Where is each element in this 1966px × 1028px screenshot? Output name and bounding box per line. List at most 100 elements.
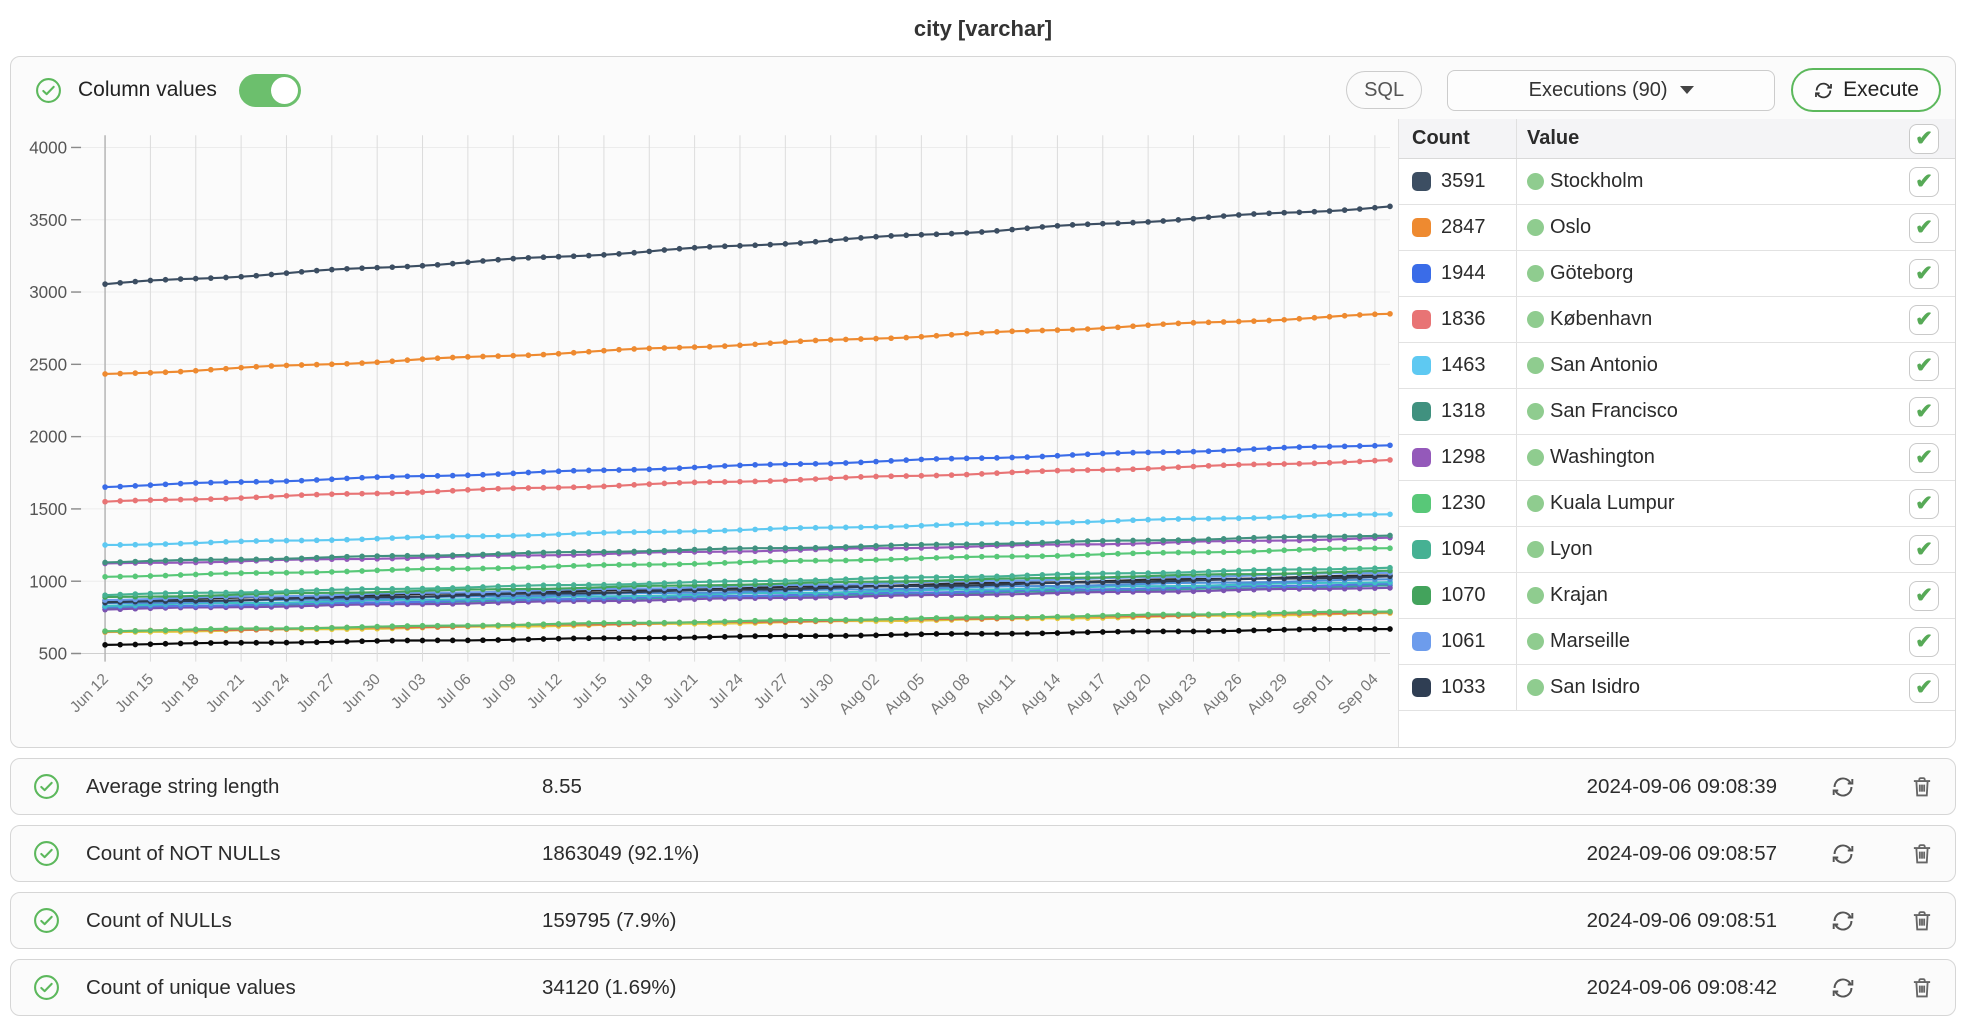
svg-text:4000: 4000: [29, 137, 67, 157]
refresh-button[interactable]: [1829, 974, 1856, 1001]
series-color-swatch: [1412, 448, 1431, 467]
legend-count: 1070: [1441, 584, 1486, 606]
column-values-toggle[interactable]: [238, 73, 301, 107]
svg-text:Jul 03: Jul 03: [388, 671, 429, 713]
legend-row-checkbox[interactable]: ✔: [1909, 672, 1939, 703]
legend-row-checkbox[interactable]: ✔: [1909, 580, 1939, 611]
svg-text:Sep 04: Sep 04: [1335, 670, 1382, 718]
svg-text:1000: 1000: [29, 571, 67, 591]
legend-row: 1070 Krajan ✔: [1399, 573, 1955, 619]
legend-row: 1230 Kuala Lumpur ✔: [1399, 481, 1955, 527]
legend-row-checkbox[interactable]: ✔: [1909, 626, 1939, 657]
legend-row-checkbox[interactable]: ✔: [1909, 304, 1939, 335]
value-status-dot: [1527, 357, 1544, 374]
svg-text:Jul 09: Jul 09: [479, 671, 520, 713]
legend-value-label: San Isidro: [1550, 676, 1641, 698]
sql-button[interactable]: SQL: [1346, 71, 1423, 109]
svg-text:3000: 3000: [29, 282, 67, 302]
metric-value: 8.55: [542, 774, 582, 798]
svg-text:500: 500: [39, 643, 67, 663]
delete-button[interactable]: [1908, 907, 1935, 934]
legend-value-label: København: [1550, 308, 1653, 330]
svg-text:Jun 24: Jun 24: [248, 670, 293, 716]
checkmark-icon: ✔: [1915, 262, 1933, 285]
status-check-icon: [34, 774, 59, 799]
legend-row-checkbox[interactable]: ✔: [1909, 534, 1939, 565]
refresh-button[interactable]: [1829, 840, 1856, 867]
metric-timestamp: 2024-09-06 09:08:42: [1586, 975, 1777, 999]
value-status-dot: [1527, 403, 1544, 420]
legend-row-checkbox[interactable]: ✔: [1909, 350, 1939, 381]
legend-value-label: Marseille: [1550, 630, 1631, 652]
svg-text:Jul 15: Jul 15: [570, 670, 611, 712]
checkmark-icon: ✔: [1915, 446, 1933, 469]
legend-count: 2847: [1441, 216, 1486, 238]
legend-count: 1061: [1441, 630, 1486, 652]
metric-row: Average string length 8.55 2024-09-06 09…: [10, 758, 1956, 815]
refresh-icon: [1815, 82, 1833, 98]
legend-header-value: Value: [1527, 127, 1580, 149]
delete-button[interactable]: [1908, 974, 1935, 1001]
svg-text:Jun 15: Jun 15: [112, 670, 157, 716]
value-status-dot: [1527, 541, 1544, 558]
panel-header: Column values SQL Executions (90) Execut…: [11, 57, 1955, 119]
refresh-button[interactable]: [1829, 907, 1856, 934]
legend-row: 1463 San Antonio ✔: [1399, 343, 1955, 389]
metric-label: Count of unique values: [86, 975, 296, 999]
svg-text:Sep 01: Sep 01: [1290, 671, 1337, 718]
executions-dropdown-label: Executions (90): [1528, 78, 1668, 101]
legend-count: 1033: [1441, 676, 1486, 698]
checkmark-icon: ✔: [1915, 400, 1933, 423]
value-status-dot: [1527, 633, 1544, 650]
legend-row-checkbox[interactable]: ✔: [1909, 396, 1939, 427]
series-color-swatch: [1412, 632, 1431, 651]
svg-text:Aug 08: Aug 08: [927, 670, 974, 718]
svg-text:Aug 05: Aug 05: [882, 670, 929, 718]
legend-value-label: Oslo: [1550, 216, 1592, 238]
svg-text:Aug 20: Aug 20: [1108, 670, 1155, 718]
svg-text:Jul 12: Jul 12: [524, 671, 565, 713]
execute-button[interactable]: Execute: [1791, 68, 1941, 112]
legend-row-checkbox[interactable]: ✔: [1909, 442, 1939, 473]
metric-label: Average string length: [86, 774, 280, 798]
metric-label: Count of NULLs: [86, 908, 232, 932]
svg-text:Jun 30: Jun 30: [339, 670, 384, 716]
svg-text:Jul 30: Jul 30: [796, 670, 837, 712]
refresh-button[interactable]: [1829, 773, 1856, 800]
legend-row-checkbox[interactable]: ✔: [1909, 212, 1939, 243]
legend-select-all-checkbox[interactable]: ✔: [1909, 123, 1939, 154]
legend-row-checkbox[interactable]: ✔: [1909, 488, 1939, 519]
svg-text:Aug 26: Aug 26: [1199, 671, 1246, 718]
legend-header-row: Count Value ✔: [1399, 119, 1955, 159]
legend-row-checkbox[interactable]: ✔: [1909, 166, 1939, 197]
value-status-dot: [1527, 587, 1544, 604]
legend-row: 1836 København ✔: [1399, 297, 1955, 343]
legend-count: 1944: [1441, 262, 1486, 284]
svg-text:Jun 27: Jun 27: [294, 671, 339, 717]
column-values-panel: Column values SQL Executions (90) Execut…: [10, 56, 1956, 748]
svg-text:Jul 27: Jul 27: [751, 671, 792, 713]
checkmark-icon: ✔: [1915, 308, 1933, 331]
delete-button[interactable]: [1908, 840, 1935, 867]
legend-value-label: Lyon: [1550, 538, 1593, 560]
legend-row: 1033 San Isidro ✔: [1399, 665, 1955, 711]
refresh-icon: [1832, 910, 1853, 931]
checkmark-icon: ✔: [1915, 538, 1933, 561]
legend-count: 1836: [1441, 308, 1486, 330]
checkmark-icon: ✔: [1915, 492, 1933, 515]
series-color-swatch: [1412, 402, 1431, 421]
legend-count: 1230: [1441, 492, 1486, 514]
executions-dropdown[interactable]: Executions (90): [1447, 69, 1776, 111]
value-status-dot: [1527, 311, 1544, 328]
legend-row-checkbox[interactable]: ✔: [1909, 258, 1939, 289]
delete-button[interactable]: [1908, 773, 1935, 800]
toggle-knob: [270, 76, 298, 104]
checkmark-icon: ✔: [1915, 676, 1933, 699]
trash-icon: [1913, 843, 1930, 863]
status-check-icon: [34, 975, 59, 1000]
legend-header-count: Count: [1399, 119, 1517, 158]
refresh-icon: [1832, 843, 1853, 864]
page-title: city [varchar]: [913, 16, 1053, 41]
metric-timestamp: 2024-09-06 09:08:51: [1586, 908, 1777, 932]
legend-value-label: San Antonio: [1550, 354, 1658, 376]
